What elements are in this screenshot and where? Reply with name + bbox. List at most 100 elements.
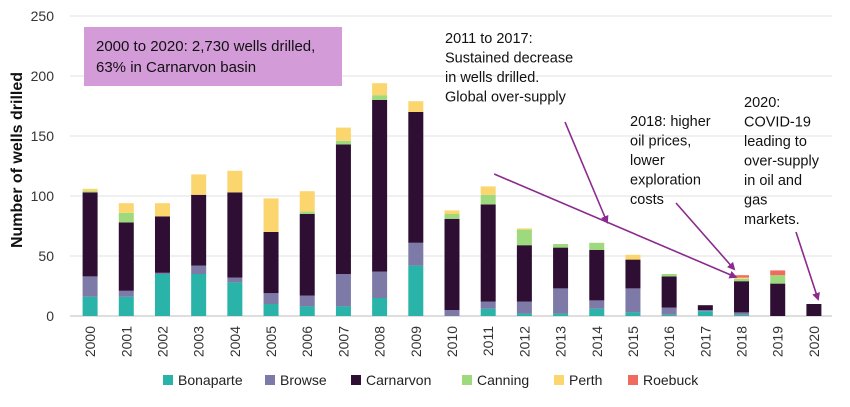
- bar-segment-bonaparte-2000: [82, 296, 98, 316]
- x-tick-label: 2005: [263, 326, 279, 357]
- bar-segment-browse-2002: [154, 272, 170, 274]
- bar-segment-browse-2011: [480, 301, 496, 309]
- annotation-line: Global over-supply: [445, 90, 567, 106]
- bar-segment-roebuck-2018: [734, 275, 750, 278]
- bar-segment-canning-2019: [770, 275, 786, 284]
- annotation-line: leading to: [744, 134, 807, 150]
- bar-segment-browse-2000: [82, 276, 98, 297]
- legend-item-bonaparte: Bonaparte: [163, 372, 243, 388]
- bar-segment-browse-2006: [299, 295, 315, 307]
- callout-line: 63% in Carnarvon basin: [96, 59, 256, 76]
- bar-stack-2009: [408, 101, 424, 316]
- bar-segment-carnarvon-2020: [806, 304, 822, 316]
- annotation-line: lower: [630, 153, 665, 169]
- bar-stack-2015: [625, 254, 641, 316]
- bar-segment-perth-2003: [191, 174, 207, 195]
- legend-label: Browse: [280, 372, 327, 388]
- legend-item-carnarvon: Carnarvon: [351, 372, 431, 388]
- x-tick-label: 2010: [444, 326, 460, 357]
- callout-line: 2000 to 2020: 2,730 wells drilled,: [96, 38, 315, 55]
- bar-segment-carnarvon-2001: [118, 222, 134, 291]
- legend-item-roebuck: Roebuck: [628, 372, 699, 388]
- bar-segment-browse-2012: [516, 301, 532, 314]
- bar-segment-carnarvon-2011: [480, 204, 496, 302]
- x-tick-label: 2001: [118, 326, 134, 357]
- trend-arrow: [493, 173, 738, 279]
- y-tick-label: 100: [31, 188, 55, 204]
- annotation-line: costs: [630, 192, 664, 208]
- bar-stack-2020: [806, 304, 822, 316]
- annotation-line: over-supply: [744, 154, 820, 170]
- legend-swatch: [554, 375, 564, 385]
- x-tick-label: 2009: [408, 326, 424, 357]
- y-tick-label: 50: [38, 248, 54, 264]
- x-tick-label: 2007: [335, 326, 351, 357]
- bar-segment-carnarvon-2010: [444, 218, 460, 310]
- bar-segment-canning-2001: [118, 212, 134, 223]
- bar-segment-browse-2018: [734, 312, 750, 315]
- annotation-arrow: [795, 231, 820, 301]
- bar-segment-canning-2012: [516, 229, 532, 246]
- bar-segment-browse-2005: [263, 293, 279, 304]
- legend-label: Perth: [569, 372, 602, 388]
- bar-segment-carnarvon-2017: [697, 305, 713, 310]
- annotation-ann-2018: 2018: higher oil prices, lower exploration c…: [630, 114, 736, 271]
- bar-segment-perth-2001: [118, 203, 134, 213]
- bar-segment-roebuck-2019: [770, 270, 786, 276]
- bar-stack-2014: [589, 242, 605, 316]
- bar-segment-canning-2011: [480, 194, 496, 205]
- bar-stack-2013: [553, 244, 569, 316]
- legend-label: Carnarvon: [366, 372, 431, 388]
- bar-segment-browse-2010: [444, 310, 460, 316]
- annotation-line: oil prices,: [630, 134, 691, 150]
- bar-segment-bonaparte-2001: [118, 296, 134, 316]
- x-tick-label: 2020: [806, 326, 822, 357]
- bar-segment-carnarvon-2005: [263, 232, 279, 294]
- bar-segment-canning-2016: [661, 274, 677, 277]
- bar-segment-carnarvon-2016: [661, 276, 677, 308]
- annotations: 2011 to 2017: Sustained decrease in wells …: [445, 31, 820, 301]
- bar-segment-carnarvon-2003: [191, 194, 207, 266]
- bar-segment-bonaparte-2015: [625, 312, 641, 316]
- bar-stack-2007: [335, 127, 351, 316]
- bar-segment-browse-2009: [408, 242, 424, 266]
- bar-segment-browse-2003: [191, 265, 207, 274]
- bar-segment-carnarvon-2018: [734, 281, 750, 313]
- bar-stack-2001: [118, 203, 134, 316]
- bar-segment-carnarvon-2009: [408, 112, 424, 243]
- bar-stack-2016: [661, 274, 677, 316]
- annotation-arrow: [564, 121, 609, 224]
- bar-stack-2006: [299, 191, 315, 316]
- bar-stack-2003: [191, 174, 207, 316]
- bar-segment-bonaparte-2014: [589, 308, 605, 316]
- bar-segment-perth-2005: [263, 198, 279, 232]
- legend-swatch: [351, 375, 361, 385]
- x-tick-label: 2002: [154, 326, 170, 357]
- bar-segment-carnarvon-2014: [589, 250, 605, 301]
- bar-segment-carnarvon-2013: [553, 247, 569, 289]
- x-tick-label: 2013: [553, 326, 569, 357]
- bar-segment-browse-2013: [553, 288, 569, 314]
- bar-segment-canning-2006: [299, 211, 315, 214]
- bar-segment-perth-2000: [82, 188, 98, 192]
- y-tick-label: 250: [31, 8, 55, 24]
- bar-segment-bonaparte-2017: [697, 311, 713, 316]
- bar-segment-canning-2014: [589, 242, 605, 250]
- x-tick-label: 2015: [625, 326, 641, 357]
- annotation-line: Sustained decrease: [445, 51, 573, 67]
- bar-segment-bonaparte-2013: [553, 313, 569, 316]
- legend-label: Bonaparte: [178, 372, 243, 388]
- annotation-ann-2020: 2020: COVID-19 leading to over-supply in oil…: [744, 95, 820, 301]
- y-tick-label: 0: [46, 308, 54, 324]
- annotation-ann-2011-2017: 2011 to 2017: Sustained decrease in wells …: [445, 31, 609, 224]
- bar-segment-bonaparte-2012: [516, 313, 532, 316]
- bar-segment-canning-2010: [444, 214, 460, 219]
- bar-segment-browse-2001: [118, 290, 134, 297]
- annotation-arrow: [675, 202, 736, 271]
- bar-segment-browse-2008: [372, 271, 388, 298]
- bar-segment-carnarvon-2004: [227, 192, 243, 278]
- legend-swatch: [628, 375, 638, 385]
- bar-segment-bonaparte-2007: [335, 306, 351, 316]
- bar-segment-browse-2007: [335, 274, 351, 307]
